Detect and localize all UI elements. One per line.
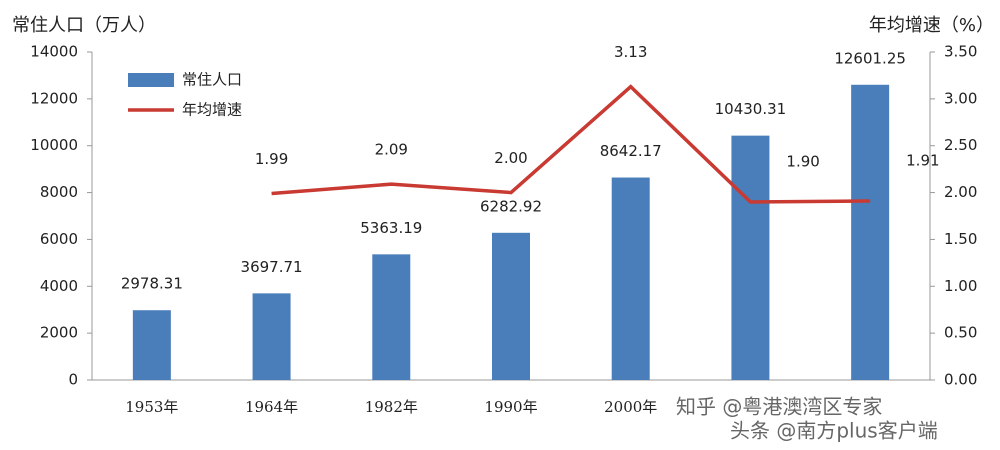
- x-tick-label: 1953年: [125, 398, 178, 416]
- legend-label: 年均增速: [182, 101, 242, 119]
- y2-tick-label: 0.00: [944, 371, 977, 389]
- y2-tick-label: 1.50: [944, 230, 977, 248]
- y-axis-title: 常住人口（万人）: [12, 15, 156, 36]
- line-value-label: 2.00: [494, 149, 527, 167]
- bar: [492, 232, 530, 380]
- x-tick-label: 2000年: [604, 398, 657, 416]
- bar: [611, 177, 650, 380]
- y-tick-label: 10000: [30, 136, 78, 154]
- bar: [851, 84, 890, 380]
- watermark: 头条 @南方plus客户端: [730, 419, 938, 443]
- x-tick-label: 1982年: [365, 398, 418, 416]
- y2-tick-label: 3.50: [944, 43, 977, 61]
- y-tick-label: 4000: [40, 277, 78, 295]
- y2-axis-title: 年均增速（%）: [869, 15, 994, 36]
- line-value-label: 1.91: [906, 152, 939, 170]
- y-tick-label: 14000: [30, 43, 78, 61]
- x-tick-label: 1990年: [484, 398, 537, 416]
- y-tick-label: 6000: [40, 230, 78, 248]
- y2-tick-label: 2.00: [944, 183, 977, 201]
- bar: [731, 135, 770, 380]
- line-value-label: 1.90: [786, 152, 819, 170]
- y-tick-label: 12000: [30, 89, 78, 107]
- y-tick-label: 2000: [40, 324, 78, 342]
- bar-value-label: 3697.71: [241, 258, 303, 276]
- bar-value-label: 6282.92: [480, 197, 542, 215]
- y2-tick-label: 1.00: [944, 277, 977, 295]
- legend-label: 常住人口: [182, 71, 242, 89]
- line-value-label: 3.13: [614, 43, 647, 61]
- line-value-label: 2.09: [375, 141, 408, 159]
- bar-value-label: 12601.25: [834, 49, 906, 67]
- bar-value-label: 8642.17: [600, 142, 662, 160]
- bar: [372, 254, 411, 380]
- watermark: 知乎 @粤港澳湾区专家: [676, 395, 882, 419]
- x-tick-label: 1964年: [245, 398, 298, 416]
- bar: [132, 310, 171, 380]
- legend-swatch: [128, 73, 174, 87]
- bar-value-label: 10430.31: [715, 100, 787, 118]
- y2-tick-label: 3.00: [944, 89, 977, 107]
- y2-tick-label: 2.50: [944, 136, 977, 154]
- y-tick-label: 0: [68, 371, 78, 389]
- y-tick-label: 8000: [40, 183, 78, 201]
- bar-value-label: 2978.31: [121, 275, 183, 293]
- bar: [252, 293, 291, 380]
- line: [271, 84, 871, 204]
- y2-tick-label: 0.50: [944, 324, 977, 342]
- line-value-label: 1.99: [255, 150, 288, 168]
- bar-value-label: 5363.19: [360, 219, 422, 237]
